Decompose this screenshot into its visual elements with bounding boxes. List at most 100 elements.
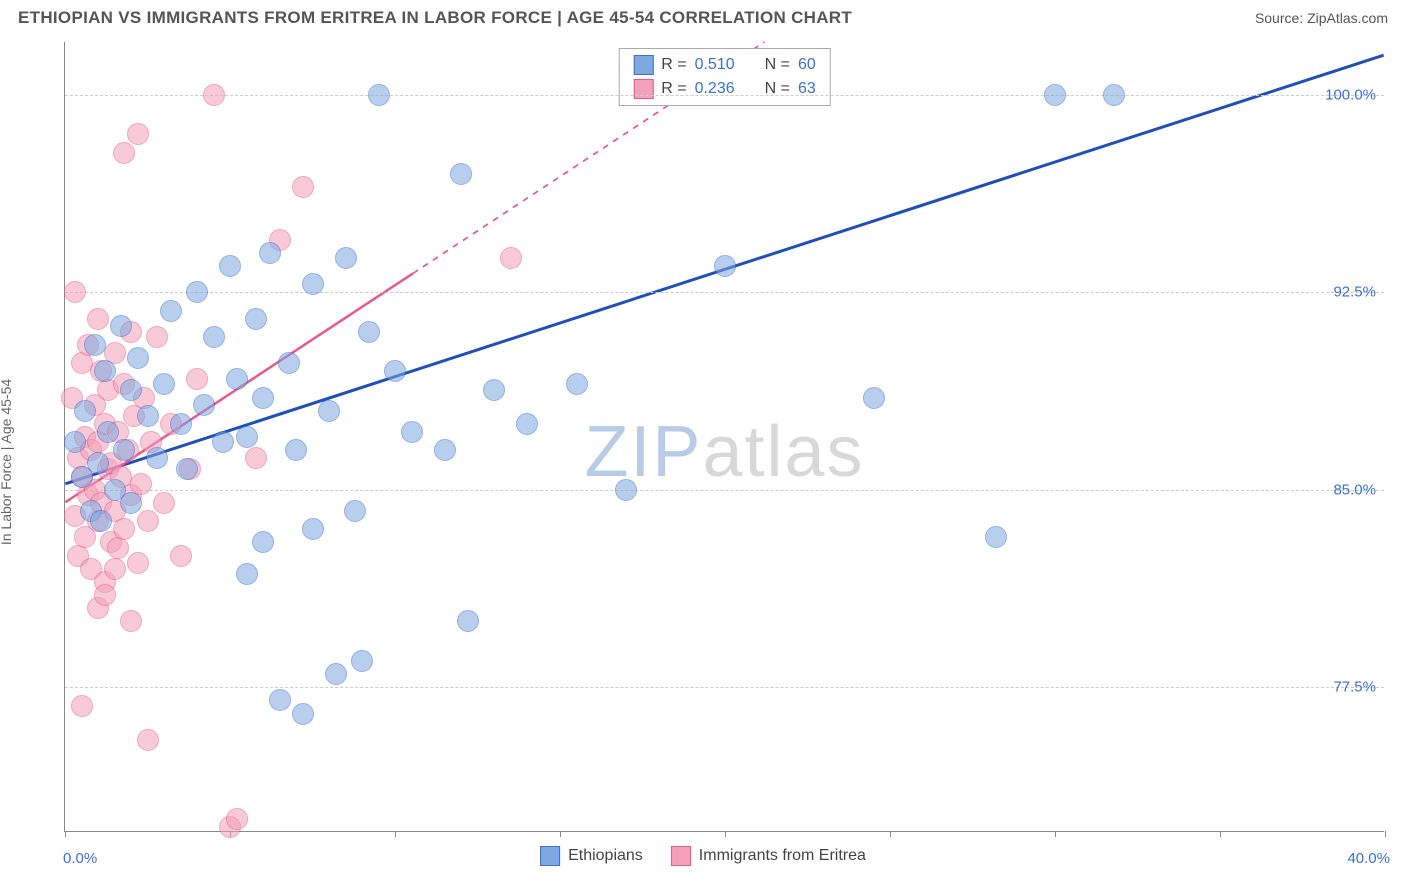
scatter-point	[457, 610, 479, 632]
scatter-point	[269, 689, 291, 711]
scatter-point	[358, 321, 380, 343]
scatter-point	[127, 347, 149, 369]
gridline	[65, 95, 1384, 96]
x-tick	[1055, 831, 1056, 837]
scatter-point	[153, 373, 175, 395]
scatter-point	[74, 400, 96, 422]
x-tick-label: 0.0%	[63, 850, 97, 867]
r-value: 0.510	[695, 56, 735, 74]
scatter-point	[1044, 84, 1066, 106]
scatter-point	[292, 703, 314, 725]
scatter-point	[97, 421, 119, 443]
scatter-point	[252, 531, 274, 553]
gridline	[65, 687, 1384, 688]
scatter-point	[226, 808, 248, 830]
scatter-point	[292, 176, 314, 198]
y-tick-label: 92.5%	[1333, 284, 1376, 301]
y-tick-label: 77.5%	[1333, 679, 1376, 696]
legend-item: Ethiopians	[540, 846, 643, 866]
scatter-point	[259, 242, 281, 264]
n-label: N =	[765, 56, 790, 74]
scatter-point	[203, 84, 225, 106]
scatter-point	[285, 439, 307, 461]
scatter-point	[153, 492, 175, 514]
scatter-point	[368, 84, 390, 106]
scatter-point	[401, 421, 423, 443]
scatter-point	[236, 563, 258, 585]
x-tick	[725, 831, 726, 837]
x-tick	[65, 831, 66, 837]
scatter-point	[137, 405, 159, 427]
scatter-point	[344, 500, 366, 522]
scatter-point	[219, 255, 241, 277]
scatter-point	[160, 300, 182, 322]
scatter-point	[615, 479, 637, 501]
x-tick-label: 40.0%	[1335, 850, 1390, 867]
scatter-point	[450, 163, 472, 185]
n-value: 60	[798, 56, 816, 74]
scatter-point	[434, 439, 456, 461]
scatter-point	[516, 413, 538, 435]
scatter-point	[226, 368, 248, 390]
scatter-point	[351, 650, 373, 672]
scatter-point	[566, 373, 588, 395]
scatter-point	[252, 387, 274, 409]
scatter-point	[146, 447, 168, 469]
scatter-point	[87, 308, 109, 330]
scatter-point	[170, 545, 192, 567]
x-tick	[1385, 831, 1386, 837]
scatter-point	[714, 255, 736, 277]
correlation-legend: R = 0.510 N = 60 R = 0.236N = 63	[618, 48, 831, 106]
scatter-point	[113, 518, 135, 540]
scatter-point	[137, 729, 159, 751]
scatter-point	[127, 552, 149, 574]
scatter-point	[146, 326, 168, 348]
scatter-point	[64, 431, 86, 453]
scatter-point	[325, 663, 347, 685]
scatter-point	[245, 447, 267, 469]
legend-item: Immigrants from Eritrea	[671, 846, 866, 866]
series-name: Ethiopians	[568, 847, 643, 865]
legend-swatch	[540, 846, 560, 866]
scatter-point	[186, 368, 208, 390]
scatter-point	[245, 308, 267, 330]
scatter-point	[104, 558, 126, 580]
scatter-point	[113, 439, 135, 461]
r-label: R =	[661, 56, 686, 74]
scatter-point	[84, 334, 106, 356]
scatter-point	[94, 360, 116, 382]
legend-row: R = 0.236N = 63	[633, 77, 816, 101]
scatter-point	[302, 518, 324, 540]
scatter-point	[203, 326, 225, 348]
gridline	[65, 490, 1384, 491]
source-label: Source: ZipAtlas.com	[1255, 10, 1388, 26]
scatter-point	[120, 379, 142, 401]
trend-lines	[65, 42, 1384, 831]
y-tick-label: 85.0%	[1333, 481, 1376, 498]
legend-swatch	[671, 846, 691, 866]
scatter-point	[1103, 84, 1125, 106]
scatter-point	[193, 394, 215, 416]
scatter-point	[212, 431, 234, 453]
scatter-point	[94, 584, 116, 606]
scatter-point	[137, 510, 159, 532]
legend-swatch	[633, 55, 653, 75]
scatter-point	[302, 273, 324, 295]
scatter-point	[985, 526, 1007, 548]
x-tick	[560, 831, 561, 837]
y-tick-label: 100.0%	[1325, 86, 1376, 103]
chart-header: ETHIOPIAN VS IMMIGRANTS FROM ERITREA IN …	[0, 0, 1406, 32]
plot-area: ZIPatlas R = 0.510N = 60R = 0.236N = 63 …	[64, 42, 1384, 832]
scatter-point	[483, 379, 505, 401]
x-tick	[890, 831, 891, 837]
gridline	[65, 292, 1384, 293]
chart-container: In Labor Force | Age 45-54 ZIPatlas R = …	[18, 42, 1388, 882]
y-axis-label: In Labor Force | Age 45-54	[0, 379, 14, 545]
scatter-point	[500, 247, 522, 269]
legend-swatch	[633, 79, 653, 99]
scatter-point	[113, 142, 135, 164]
scatter-point	[87, 452, 109, 474]
scatter-point	[127, 123, 149, 145]
x-tick	[395, 831, 396, 837]
scatter-point	[90, 510, 112, 532]
